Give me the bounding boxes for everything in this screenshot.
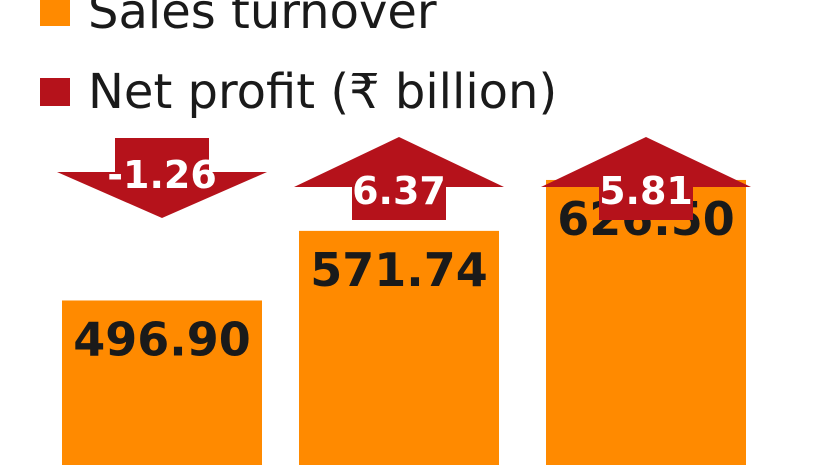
profit-value-label: -1.26 bbox=[107, 153, 217, 197]
sales-value-label: 571.74 bbox=[310, 243, 488, 297]
sales-bar bbox=[62, 300, 262, 465]
profit-value-label: 5.81 bbox=[599, 169, 693, 213]
profit-up-arrow bbox=[294, 137, 504, 220]
profit-swatch bbox=[40, 78, 70, 106]
legend-label-sales: Sales turnover bbox=[88, 0, 437, 40]
legend-label-profit: Net profit (₹ billion) bbox=[88, 64, 558, 120]
sales-swatch bbox=[40, 0, 70, 26]
legend-item-sales: Sales turnover bbox=[40, 0, 437, 36]
profit-down-arrow bbox=[57, 138, 267, 218]
profit-up-arrow bbox=[541, 137, 751, 220]
sales-value-label: 496.90 bbox=[73, 312, 251, 366]
profit-value-label: 6.37 bbox=[352, 169, 446, 213]
sales-bar bbox=[546, 179, 746, 465]
sales-bar bbox=[299, 230, 499, 465]
legend-item-profit: Net profit (₹ billion) bbox=[40, 68, 557, 116]
